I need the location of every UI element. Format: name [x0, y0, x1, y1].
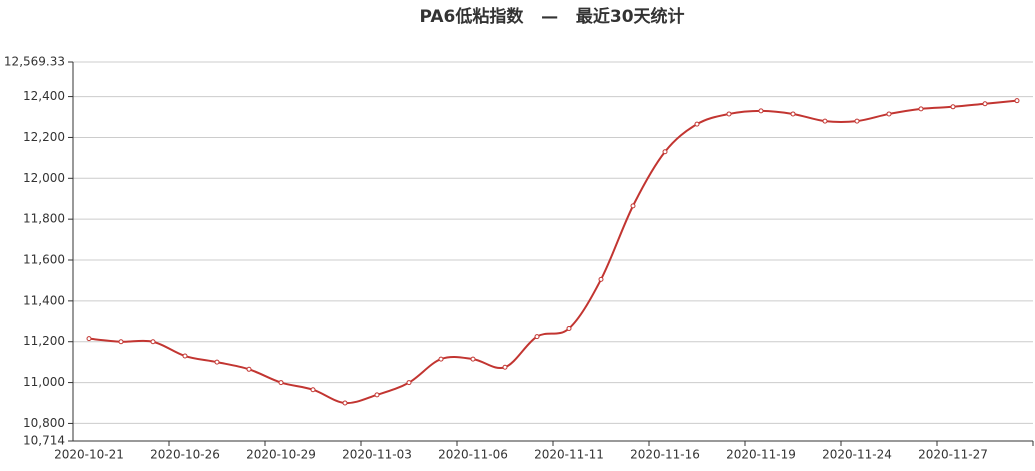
x-tick-label: 2020-11-24 [822, 448, 892, 462]
y-tick-label: 11,800 [23, 212, 65, 226]
point [342, 400, 348, 406]
point [246, 366, 252, 372]
y-tick-label: 11,400 [23, 293, 65, 307]
point [438, 356, 444, 362]
x-tick-label: 2020-11-03 [342, 448, 412, 462]
point [534, 334, 540, 340]
point [278, 380, 284, 386]
point [726, 111, 732, 117]
point [86, 336, 92, 342]
point [502, 364, 508, 370]
y-tick-label: 11,000 [23, 375, 65, 389]
point [182, 353, 188, 359]
chart-title: PA6低粘指数 — 最近30天统计 [419, 6, 684, 27]
x-tick-label: 2020-11-11 [534, 448, 604, 462]
point [854, 118, 860, 124]
x-tick-label: 2020-10-26 [150, 448, 220, 462]
x-tick-label: 2020-11-06 [438, 448, 508, 462]
y-tick-label: 10,800 [23, 416, 65, 430]
point [790, 111, 796, 117]
point [1014, 98, 1020, 104]
point [566, 325, 572, 331]
x-tick-label: 2020-10-29 [246, 448, 316, 462]
point [406, 380, 412, 386]
point [630, 203, 636, 209]
point [822, 118, 828, 124]
point [374, 392, 380, 398]
y-tick-label: 12,200 [23, 130, 65, 144]
point [918, 106, 924, 112]
y-tick-label: 12,569.33 [4, 55, 65, 69]
point [886, 111, 892, 117]
x-tick-label: 2020-11-27 [918, 448, 988, 462]
y-tick-label: 12,000 [23, 171, 65, 185]
y-tick-label: 11,200 [23, 334, 65, 348]
x-tick-label: 2020-10-21 [54, 448, 124, 462]
y-tick-label: 12,400 [23, 89, 65, 103]
point [150, 339, 156, 345]
line [88, 99, 1018, 405]
point [950, 104, 956, 110]
point [118, 339, 124, 345]
point [310, 387, 316, 393]
point [470, 356, 476, 362]
point [598, 276, 604, 282]
point [694, 121, 700, 127]
point [662, 149, 668, 155]
y-tick-label: 11,600 [23, 253, 65, 267]
x-tick-label: 2020-11-19 [726, 448, 796, 462]
x-tick-label: 2020-11-16 [630, 448, 700, 462]
point [214, 359, 220, 365]
y-tick-label: 10,714 [23, 434, 65, 448]
point [982, 101, 988, 107]
point [758, 108, 764, 114]
